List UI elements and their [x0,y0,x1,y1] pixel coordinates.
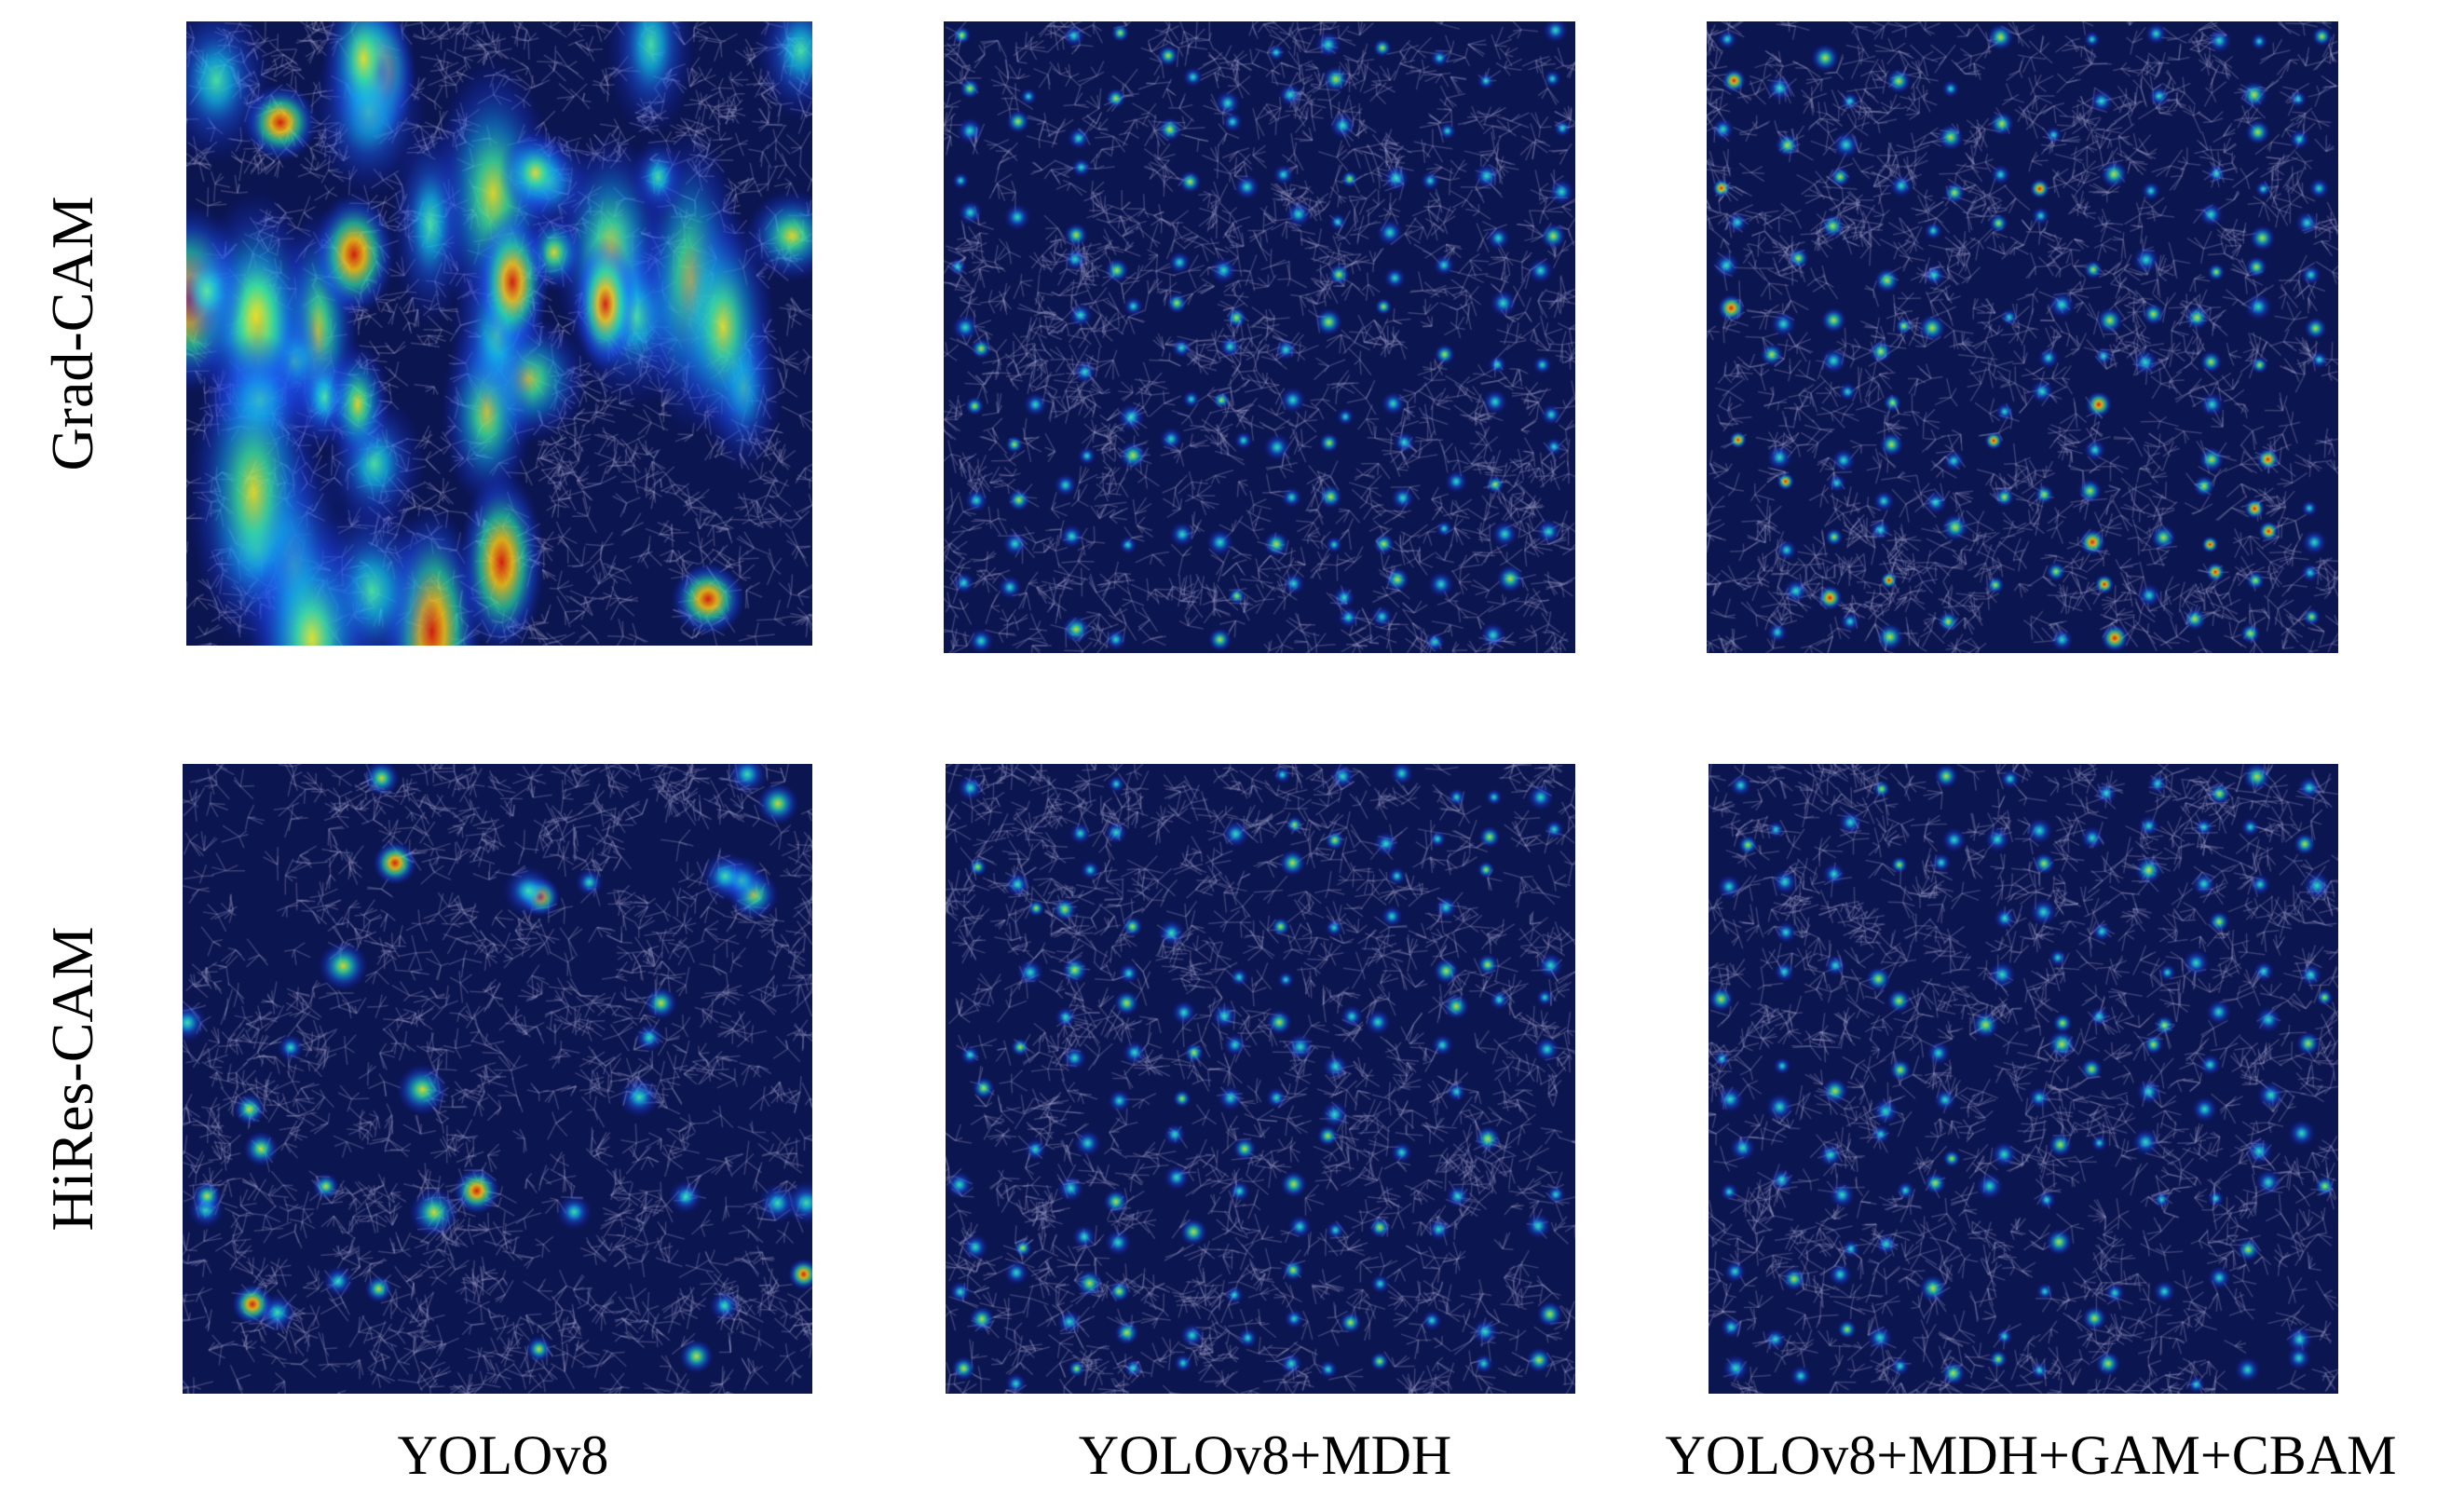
row-label-hires-cam: HiRes-CAM [39,926,105,1232]
heatmap-image [183,764,812,1394]
heatmap-hirescam-yolov8 [183,764,812,1394]
heatmap-hirescam-yolov8-mdh [946,764,1575,1394]
heatmap-image [1707,21,2338,653]
heatmap-image [186,21,812,646]
heatmap-image [944,21,1575,653]
row-label-grad-cam: Grad-CAM [39,196,105,471]
heatmap-image [1709,764,2338,1394]
column-label-yolov8: YOLOv8 [397,1424,609,1486]
heatmap-gradcam-yolov8-mdh [944,21,1575,653]
heatmap-hirescam-yolov8-mdh-gam-cbam [1709,764,2338,1394]
heatmap-image [946,764,1575,1394]
heatmap-gradcam-yolov8-mdh-gam-cbam [1707,21,2338,653]
column-label-yolov8-mdh: YOLOv8+MDH [1078,1424,1452,1486]
column-label-yolov8-mdh-gam-cbam: YOLOv8+MDH+GAM+CBAM [1665,1424,2397,1486]
heatmap-gradcam-yolov8 [186,21,812,646]
